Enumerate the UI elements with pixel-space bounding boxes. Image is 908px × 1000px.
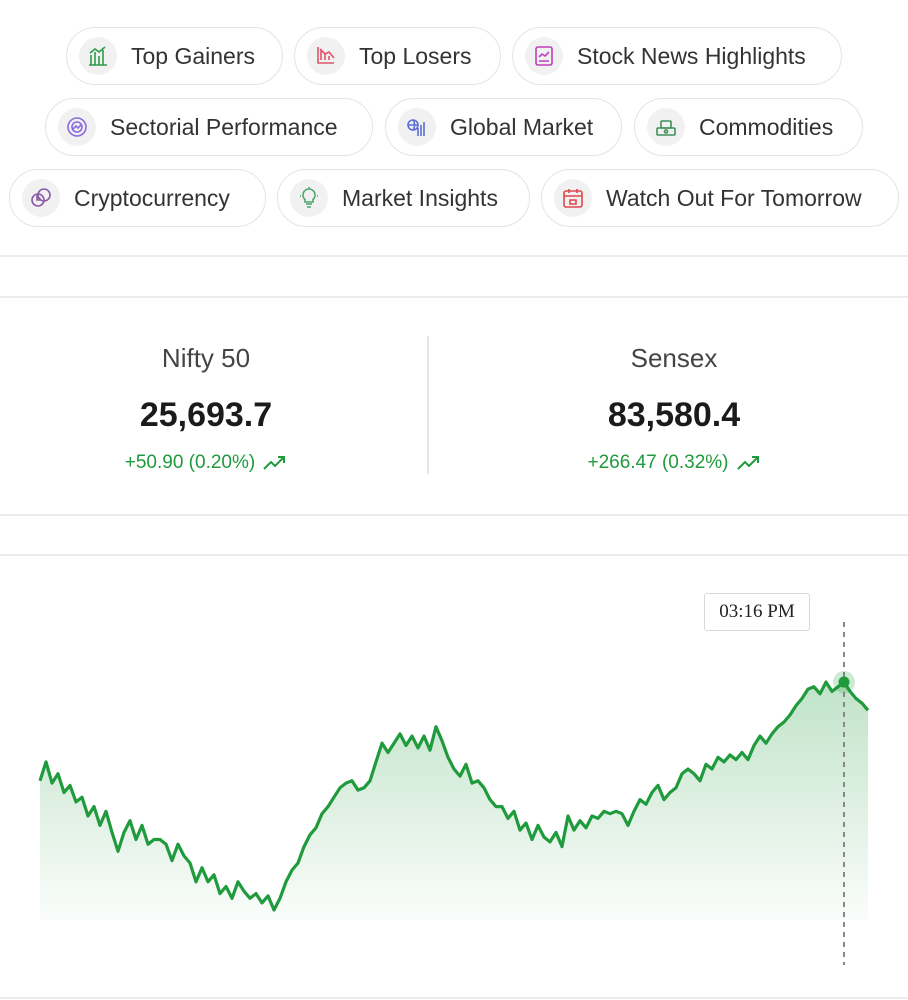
index-change-text: +50.90 (0.20%) xyxy=(124,452,256,473)
chip-row-2: Sectorial Performance Global Market Comm… xyxy=(0,98,908,158)
chip-label: Watch Out For Tomorrow xyxy=(606,184,862,211)
chart-hover-point[interactable] xyxy=(838,676,850,688)
market-insights-icon xyxy=(290,179,328,217)
tooltip-time: 03:16 PM xyxy=(719,601,795,622)
divider xyxy=(0,554,908,556)
index-change: +50.90 (0.20%) xyxy=(125,450,287,476)
chip-top-losers[interactable]: Top Losers xyxy=(294,27,501,85)
chip-label: Global Market xyxy=(450,113,594,140)
chip-label: Market Insights xyxy=(342,184,498,211)
divider xyxy=(0,296,908,298)
divider xyxy=(0,514,908,516)
chip-sectorial-performance[interactable]: Sectorial Performance xyxy=(45,98,373,156)
commodities-icon xyxy=(647,108,685,146)
chip-row-1: Top Gainers Top Losers Stock News Highli… xyxy=(0,27,908,87)
index-change-text: +266.47 (0.32%) xyxy=(587,452,729,473)
watch-out-calendar-icon xyxy=(554,179,592,217)
chip-row-3: Cryptocurrency Market Insights Watch Out… xyxy=(0,169,908,229)
top-gainers-icon xyxy=(79,37,117,75)
chip-top-gainers[interactable]: Top Gainers xyxy=(66,27,283,85)
chip-watch-out-for-tomorrow[interactable]: Watch Out For Tomorrow xyxy=(541,169,899,227)
index-divider xyxy=(427,336,429,474)
divider xyxy=(0,997,908,999)
chip-label: Sectorial Performance xyxy=(110,113,338,140)
chip-global-market[interactable]: Global Market xyxy=(385,98,622,156)
index-name: Nifty 50 xyxy=(161,343,251,373)
sectorial-performance-icon xyxy=(58,108,96,146)
index-nifty-50[interactable]: Nifty 50 25,693.7 +50.90 (0.20%) xyxy=(0,340,416,476)
trending-up-icon xyxy=(263,456,286,470)
index-value: 83,580.4 xyxy=(607,396,741,434)
chip-label: Top Gainers xyxy=(131,42,256,69)
chip-label: Stock News Highlights xyxy=(577,42,806,69)
chip-commodities[interactable]: Commodities xyxy=(634,98,863,156)
chart-series-line xyxy=(38,680,870,912)
intraday-chart[interactable] xyxy=(0,560,908,980)
trending-up-icon xyxy=(736,456,759,470)
cryptocurrency-icon xyxy=(22,179,60,217)
chip-stock-news[interactable]: Stock News Highlights xyxy=(512,27,842,85)
chart-tooltip: 03:16 PM xyxy=(704,593,810,631)
index-name: Sensex xyxy=(630,343,718,373)
index-change: +266.47 (0.32%) xyxy=(587,450,760,476)
index-sensex[interactable]: Sensex 83,580.4 +266.47 (0.32%) xyxy=(464,340,884,476)
divider xyxy=(0,255,908,257)
index-value: 25,693.7 xyxy=(139,396,273,434)
chip-market-insights[interactable]: Market Insights xyxy=(277,169,530,227)
chip-cryptocurrency[interactable]: Cryptocurrency xyxy=(9,169,266,227)
top-losers-icon xyxy=(307,37,345,75)
global-market-icon xyxy=(398,108,436,146)
chip-label: Top Losers xyxy=(359,42,472,69)
chip-label: Cryptocurrency xyxy=(74,184,230,211)
chip-label: Commodities xyxy=(699,113,834,140)
chart-area-fill xyxy=(40,682,868,920)
stock-news-icon xyxy=(525,37,563,75)
